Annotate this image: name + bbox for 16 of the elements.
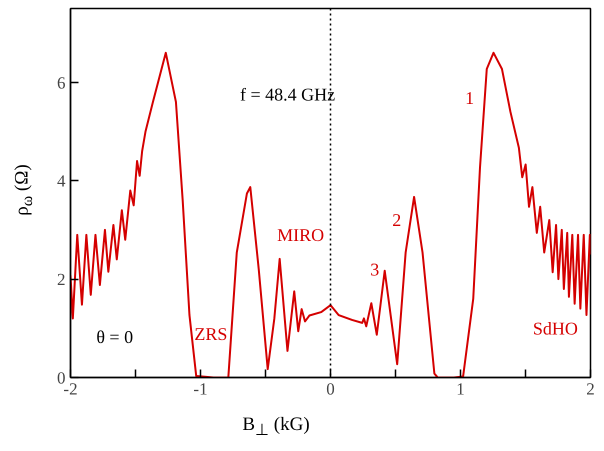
x-tick-label: -1 bbox=[193, 380, 208, 398]
annotation: θ = 0 bbox=[96, 327, 134, 348]
annotation: f = 48.4 GHz bbox=[240, 84, 336, 105]
x-tick-label: 0 bbox=[326, 380, 335, 398]
annotation: 1 bbox=[465, 88, 474, 108]
annotation: ZRS bbox=[194, 324, 228, 344]
annotation: MIRO bbox=[277, 224, 324, 245]
y-tick-label: 2 bbox=[57, 270, 66, 290]
annotation: 2 bbox=[392, 210, 402, 230]
annotation: SdHO bbox=[532, 318, 578, 338]
x-axis-title: B$_{⊥}$ (kG) bbox=[241, 413, 311, 441]
y-tick-label: 6 bbox=[57, 73, 66, 92]
x-tick-label: 1 bbox=[456, 380, 465, 398]
y-tick-label: 4 bbox=[57, 172, 66, 191]
x-tick-label: 2 bbox=[586, 380, 595, 398]
annotation: 3 bbox=[370, 259, 380, 280]
